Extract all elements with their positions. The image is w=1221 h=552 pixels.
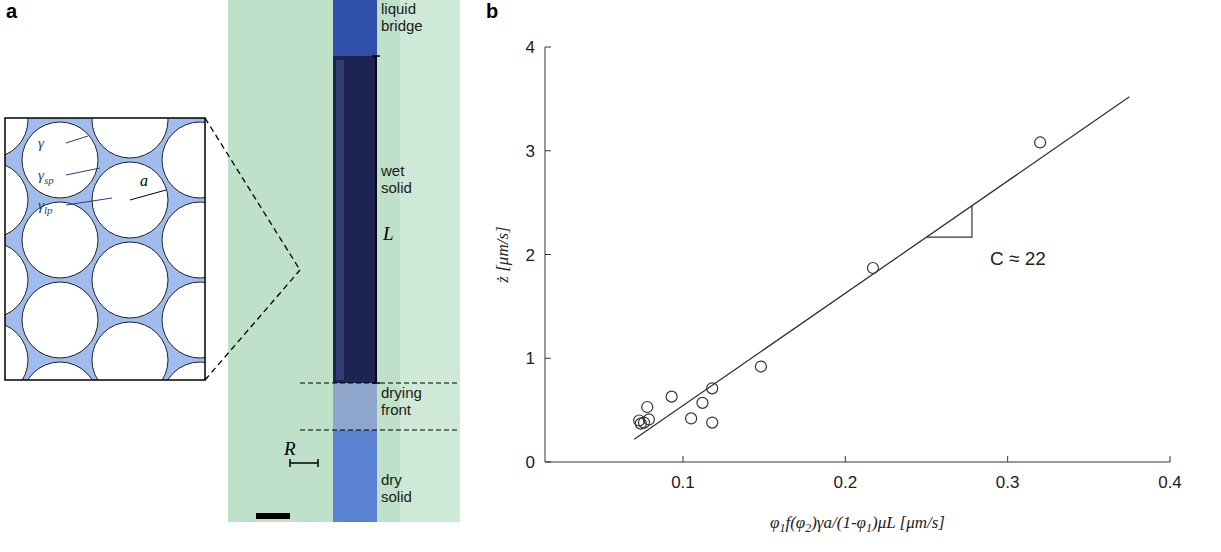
radius-bar: [289, 459, 291, 467]
wet-solid: [333, 56, 377, 383]
particle-radius-label: a: [140, 172, 148, 189]
region-label-line: dry: [381, 471, 402, 488]
data-point: [707, 417, 718, 428]
x-tick-label: 0.4: [1158, 473, 1182, 492]
y-tick: [545, 358, 551, 359]
x-tick-label: 0.2: [834, 473, 858, 492]
panel-letter: a: [6, 0, 18, 22]
dry-solid: [333, 430, 377, 522]
region-label-line: wet: [380, 162, 405, 179]
fit-line: [634, 97, 1129, 439]
region-label: wetsolid: [380, 162, 412, 196]
x-tick: [682, 456, 683, 462]
photo-background: [400, 0, 460, 522]
x-axis-title-part: )γa/(1-φ: [810, 513, 866, 532]
data-point: [642, 402, 653, 413]
data-point: [666, 391, 677, 402]
data-point: [686, 413, 697, 424]
plot-area: [634, 97, 1130, 439]
particle: [92, 162, 168, 238]
particle: [162, 282, 205, 358]
slope-triangle: [926, 206, 971, 237]
x-axis-title-part: )μL [μm/s]: [871, 513, 945, 532]
zoom-line: [205, 118, 300, 270]
slope-label: C ≈ 22: [990, 248, 1046, 269]
x-tick-label: 0.3: [996, 473, 1020, 492]
tension-label: γsp: [38, 167, 54, 186]
particle: [162, 202, 205, 278]
front-boundary: [300, 429, 458, 430]
radius-bar: [290, 462, 318, 464]
x-axis-title-part: φ: [770, 513, 779, 532]
length-label: L: [382, 223, 394, 244]
tension-leader: [66, 136, 88, 143]
particle: [22, 122, 98, 198]
tension-leader: [66, 198, 112, 205]
x-axis: [545, 462, 1170, 463]
inset: [5, 118, 205, 380]
y-axis-title: ż [μm/s]: [493, 226, 512, 283]
length-bracket: [372, 55, 380, 57]
y-tick-label: 3: [526, 142, 535, 161]
particle: [162, 122, 205, 198]
region-label-line: front: [381, 401, 412, 418]
y-tick-label: 4: [526, 38, 535, 57]
data-point: [697, 397, 708, 408]
x-axis-title: φ1f(φ2)γa/(1-φ1)μL [μm/s]: [770, 513, 945, 535]
inset-frame: [5, 118, 205, 380]
region-label: liquidbridge: [381, 0, 423, 34]
region-label: drysolid: [381, 471, 412, 505]
tension-symbol: γ: [38, 135, 45, 151]
region-label-line: solid: [381, 179, 412, 196]
scale-bar: [256, 513, 290, 519]
data-point: [635, 418, 646, 429]
particle-radius-line: [130, 190, 166, 200]
data-point: [1035, 137, 1046, 148]
tension-subscript: lp: [44, 204, 53, 216]
region-label-line: drying: [381, 384, 422, 401]
x-tick-label: 0.1: [671, 473, 695, 492]
figure: abliquidbridgewetsoliddryingfrontdrysoli…: [0, 0, 1221, 552]
tension-subscript: sp: [44, 174, 54, 186]
tension-leader: [66, 168, 100, 175]
data-point: [755, 361, 766, 372]
length-bracket: [375, 56, 377, 383]
front-boundary: [300, 382, 458, 383]
wet-solid-shade: [336, 60, 344, 380]
particle: [92, 118, 168, 158]
region-label-line: liquid: [381, 0, 416, 17]
region-label-line: bridge: [381, 17, 423, 34]
x-tick: [845, 456, 846, 462]
liquid-bridge: [333, 0, 377, 56]
y-axis-title-part: ż [μm/s]: [493, 226, 512, 283]
panel-letter: b: [486, 0, 498, 22]
zoom-line: [205, 270, 300, 380]
y-tick: [545, 254, 551, 255]
particle: [162, 362, 205, 380]
particle: [22, 362, 98, 380]
photo-background: [228, 0, 460, 522]
particle: [22, 202, 98, 278]
y-tick-label: 2: [526, 246, 535, 265]
x-axis-title-part: f(φ: [785, 513, 805, 532]
y-tick: [545, 462, 551, 463]
y-tick: [545, 150, 551, 151]
particle: [22, 282, 98, 358]
region-label: dryingfront: [381, 384, 422, 418]
tension-label: γ: [38, 135, 45, 151]
particle: [92, 242, 168, 318]
radius-bar: [317, 459, 319, 467]
x-tick: [1170, 456, 1171, 462]
radius-label: R: [283, 438, 296, 459]
y-tick-label: 1: [526, 349, 535, 368]
y-tick-label: 0: [526, 453, 535, 472]
particle: [92, 322, 168, 380]
drying-front: [333, 383, 377, 430]
tension-label: γlp: [38, 197, 53, 216]
y-tick: [545, 47, 551, 48]
region-label-line: solid: [381, 488, 412, 505]
x-tick: [1007, 456, 1008, 462]
